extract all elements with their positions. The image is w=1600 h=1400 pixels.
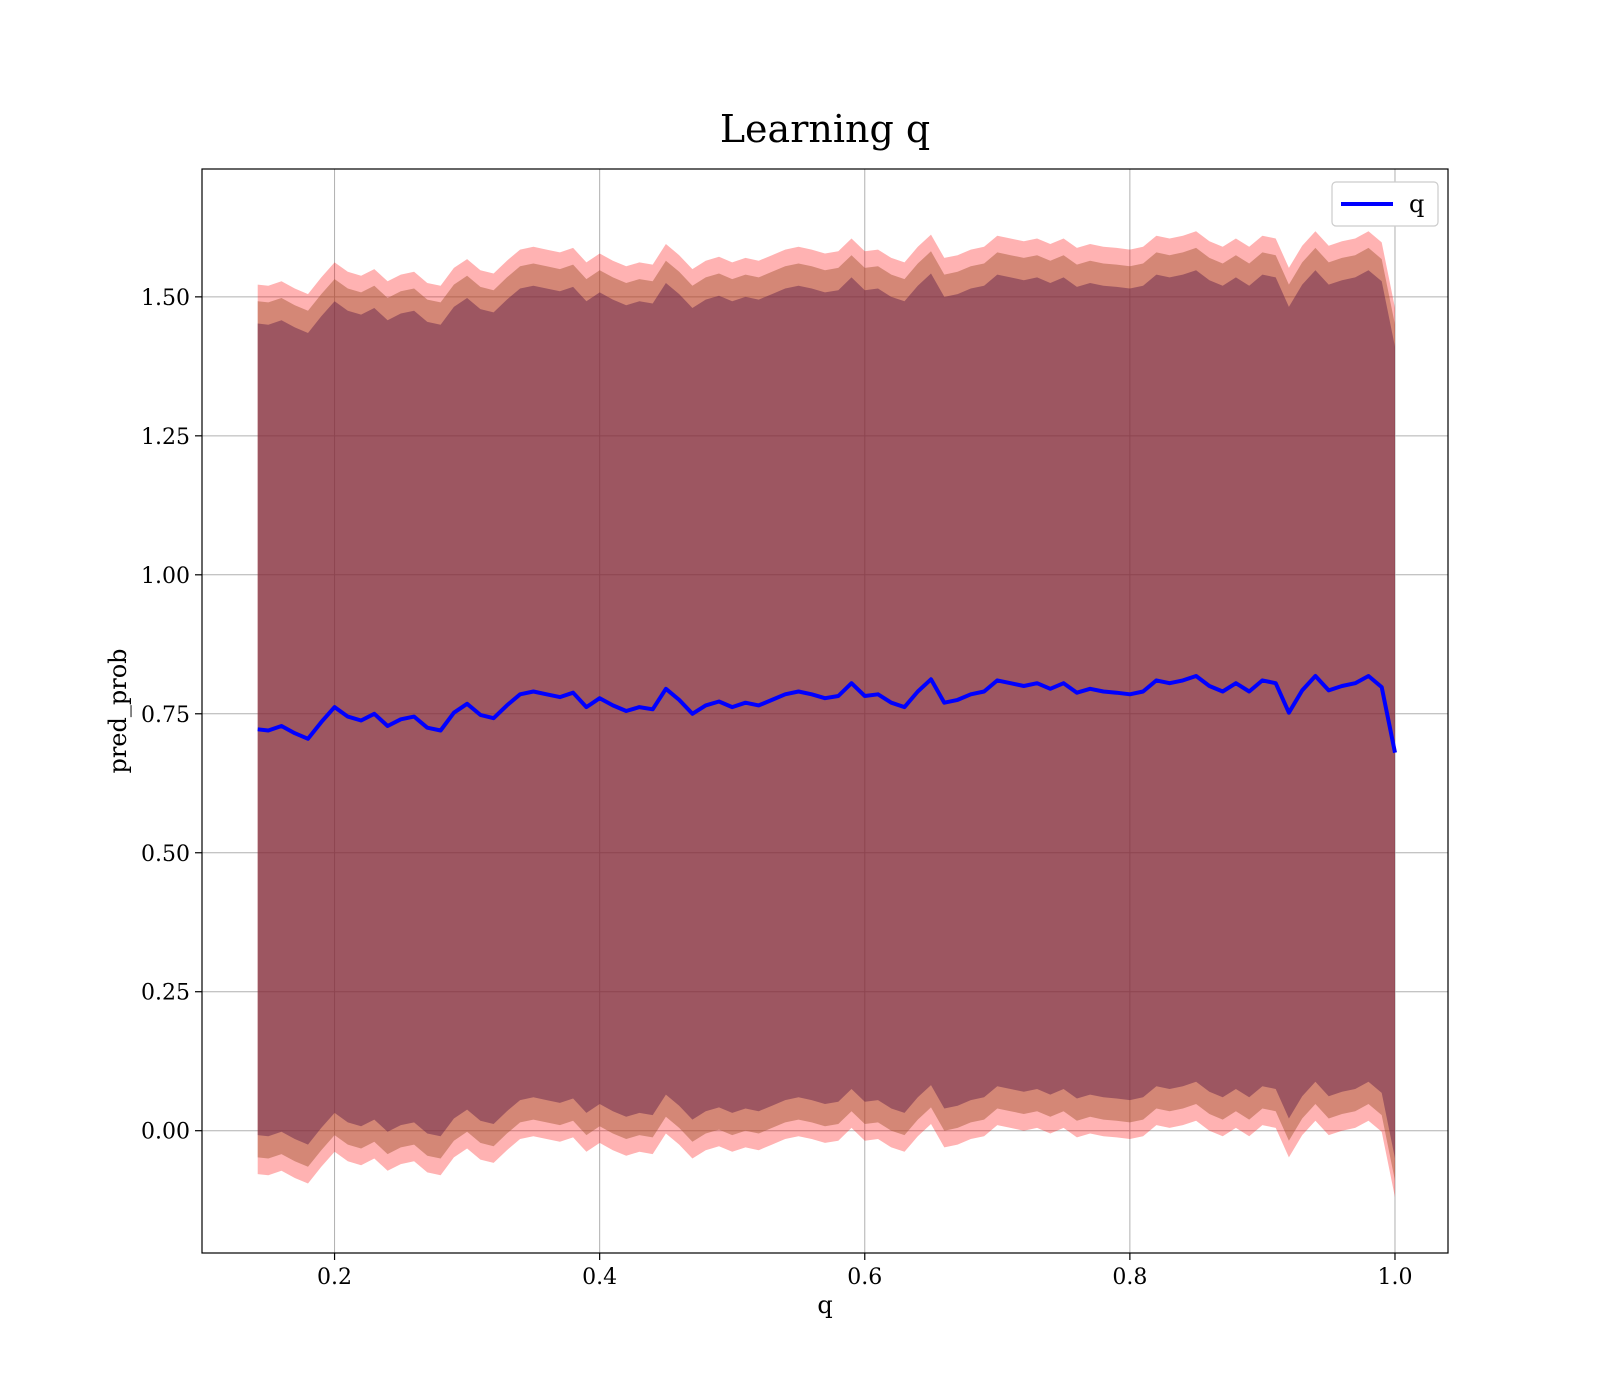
prediction-bands [257, 231, 1396, 1198]
y-tick-label: 0.75 [141, 703, 190, 728]
prediction-band-1 [257, 247, 1396, 1181]
chart-title: Learning q [720, 107, 930, 151]
x-axis-title: q [817, 1291, 832, 1319]
x-tick-label: 0.6 [847, 1265, 882, 1290]
y-tick-label: 0.50 [141, 842, 190, 867]
prediction-band-2 [257, 270, 1396, 1159]
x-tick-label: 0.8 [1112, 1265, 1147, 1290]
series-line [257, 674, 1397, 754]
y-tick-label: 0.00 [141, 1120, 190, 1145]
x-axis-ticks: 0.2 0.4 0.6 0.8 1.0 [317, 1253, 1412, 1290]
y-tick-label: 1.50 [141, 286, 190, 311]
x-tick-label: 1.0 [1377, 1265, 1412, 1290]
y-axis-title: pred_prob [104, 648, 132, 773]
plot-frame [201, 168, 1449, 1254]
y-tick-label: 1.00 [141, 564, 190, 589]
y-tick-label: 1.25 [141, 425, 190, 450]
y-tick-label: 0.25 [141, 981, 190, 1006]
y-axis-ticks: 0.00 0.25 0.50 0.75 1.00 1.25 1.50 [141, 286, 202, 1145]
grid-lines [202, 169, 1448, 1253]
legend: q [1331, 181, 1439, 227]
legend-label-q: q [1409, 190, 1424, 218]
series-line-q [257, 674, 1397, 754]
x-tick-label: 0.4 [582, 1265, 617, 1290]
x-tick-label: 0.2 [317, 1265, 352, 1290]
prediction-band-0 [257, 231, 1396, 1198]
